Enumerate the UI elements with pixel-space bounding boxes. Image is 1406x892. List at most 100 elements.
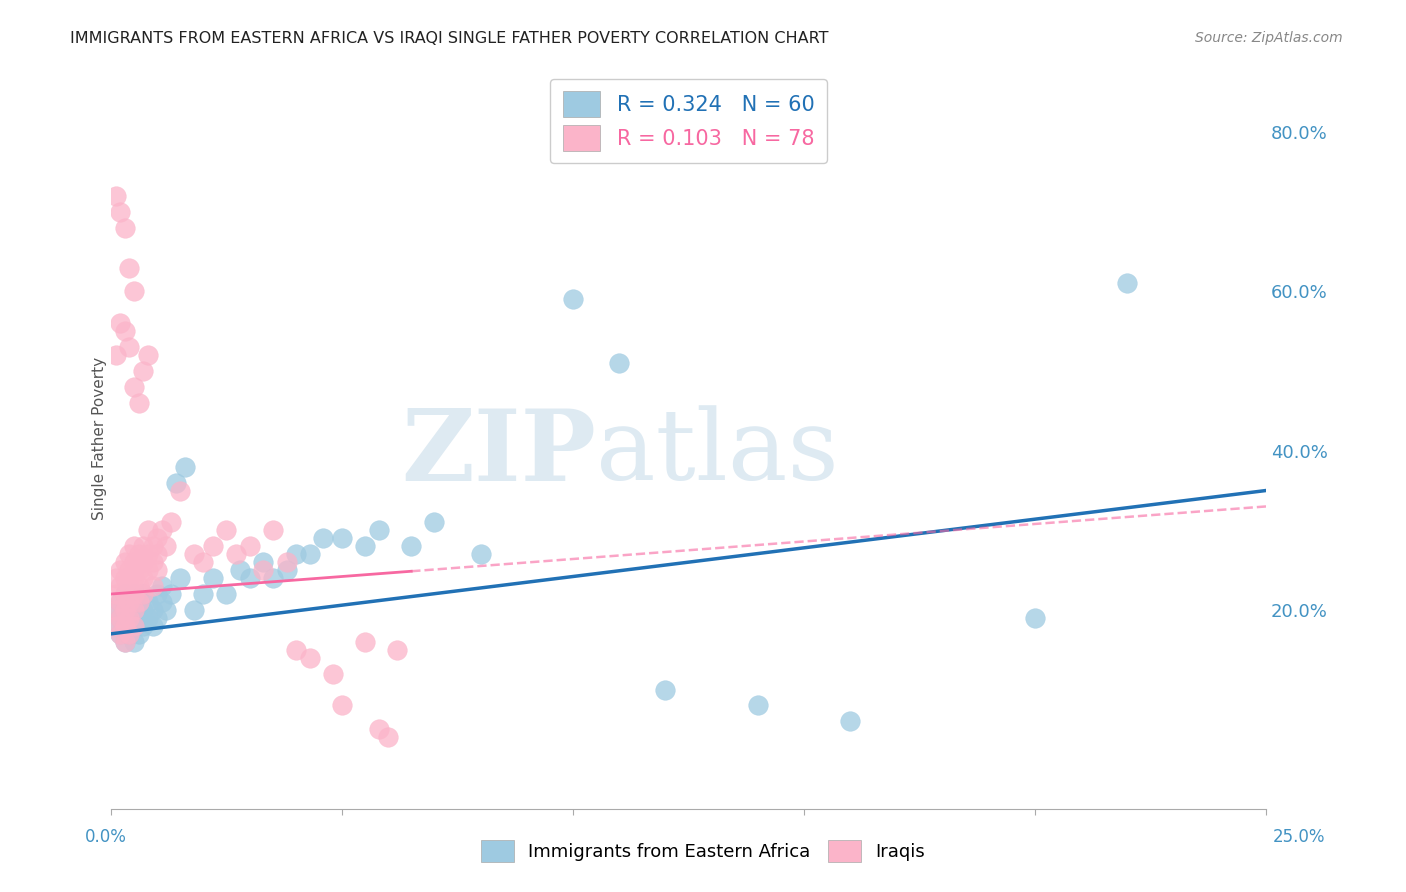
Point — [114, 603, 136, 617]
Point — [747, 698, 769, 713]
Point — [607, 356, 630, 370]
Point — [122, 539, 145, 553]
Point — [136, 563, 159, 577]
Point — [284, 547, 307, 561]
Point — [118, 579, 141, 593]
Point — [132, 603, 155, 617]
Point — [298, 547, 321, 561]
Point — [122, 603, 145, 617]
Text: ZIP: ZIP — [401, 405, 596, 502]
Point — [108, 627, 131, 641]
Point — [118, 611, 141, 625]
Point — [322, 666, 344, 681]
Point — [136, 348, 159, 362]
Point — [114, 324, 136, 338]
Point — [118, 260, 141, 275]
Point — [122, 555, 145, 569]
Point — [141, 619, 163, 633]
Point — [114, 635, 136, 649]
Point — [114, 603, 136, 617]
Text: atlas: atlas — [596, 406, 839, 501]
Point — [284, 642, 307, 657]
Point — [146, 547, 169, 561]
Point — [132, 587, 155, 601]
Point — [155, 539, 177, 553]
Point — [114, 587, 136, 601]
Point — [114, 619, 136, 633]
Point — [104, 189, 127, 203]
Point — [108, 316, 131, 330]
Text: Source: ZipAtlas.com: Source: ZipAtlas.com — [1195, 31, 1343, 45]
Point — [173, 459, 195, 474]
Point — [104, 603, 127, 617]
Point — [141, 539, 163, 553]
Point — [136, 547, 159, 561]
Point — [122, 635, 145, 649]
Point — [141, 579, 163, 593]
Point — [118, 547, 141, 561]
Point — [132, 571, 155, 585]
Point — [330, 698, 353, 713]
Point — [377, 731, 399, 745]
Point — [146, 531, 169, 545]
Point — [367, 524, 389, 538]
Text: IMMIGRANTS FROM EASTERN AFRICA VS IRAQI SINGLE FATHER POVERTY CORRELATION CHART: IMMIGRANTS FROM EASTERN AFRICA VS IRAQI … — [70, 31, 828, 46]
Point — [118, 627, 141, 641]
Point — [839, 714, 862, 729]
Point — [108, 595, 131, 609]
Point — [262, 524, 284, 538]
Point — [470, 547, 492, 561]
Point — [118, 563, 141, 577]
Point — [118, 611, 141, 625]
Point — [132, 619, 155, 633]
Point — [215, 524, 238, 538]
Point — [128, 563, 150, 577]
Point — [122, 603, 145, 617]
Point — [122, 571, 145, 585]
Point — [150, 579, 173, 593]
Point — [238, 539, 260, 553]
Point — [136, 524, 159, 538]
Point — [128, 595, 150, 609]
Point — [104, 603, 127, 617]
Point — [225, 547, 247, 561]
Point — [193, 555, 215, 569]
Point — [141, 555, 163, 569]
Point — [128, 547, 150, 561]
Point — [654, 682, 676, 697]
Point — [104, 619, 127, 633]
Point — [104, 571, 127, 585]
Point — [160, 516, 183, 530]
Point — [104, 587, 127, 601]
Point — [128, 396, 150, 410]
Point — [108, 611, 131, 625]
Point — [132, 539, 155, 553]
Point — [367, 723, 389, 737]
Point — [104, 348, 127, 362]
Point — [146, 587, 169, 601]
Point — [298, 650, 321, 665]
Legend: R = 0.324   N = 60, R = 0.103   N = 78: R = 0.324 N = 60, R = 0.103 N = 78 — [550, 78, 827, 163]
Point — [146, 563, 169, 577]
Point — [141, 603, 163, 617]
Point — [252, 555, 274, 569]
Point — [122, 587, 145, 601]
Point — [312, 531, 335, 545]
Point — [108, 563, 131, 577]
Point — [193, 587, 215, 601]
Point — [128, 595, 150, 609]
Point — [132, 587, 155, 601]
Text: 25.0%: 25.0% — [1272, 828, 1326, 846]
Point — [128, 627, 150, 641]
Point — [122, 380, 145, 394]
Point — [108, 611, 131, 625]
Y-axis label: Single Father Poverty: Single Father Poverty — [93, 357, 107, 520]
Point — [387, 642, 409, 657]
Point — [104, 619, 127, 633]
Point — [354, 635, 377, 649]
Point — [132, 555, 155, 569]
Point — [262, 571, 284, 585]
Point — [150, 595, 173, 609]
Point — [150, 524, 173, 538]
Point — [252, 563, 274, 577]
